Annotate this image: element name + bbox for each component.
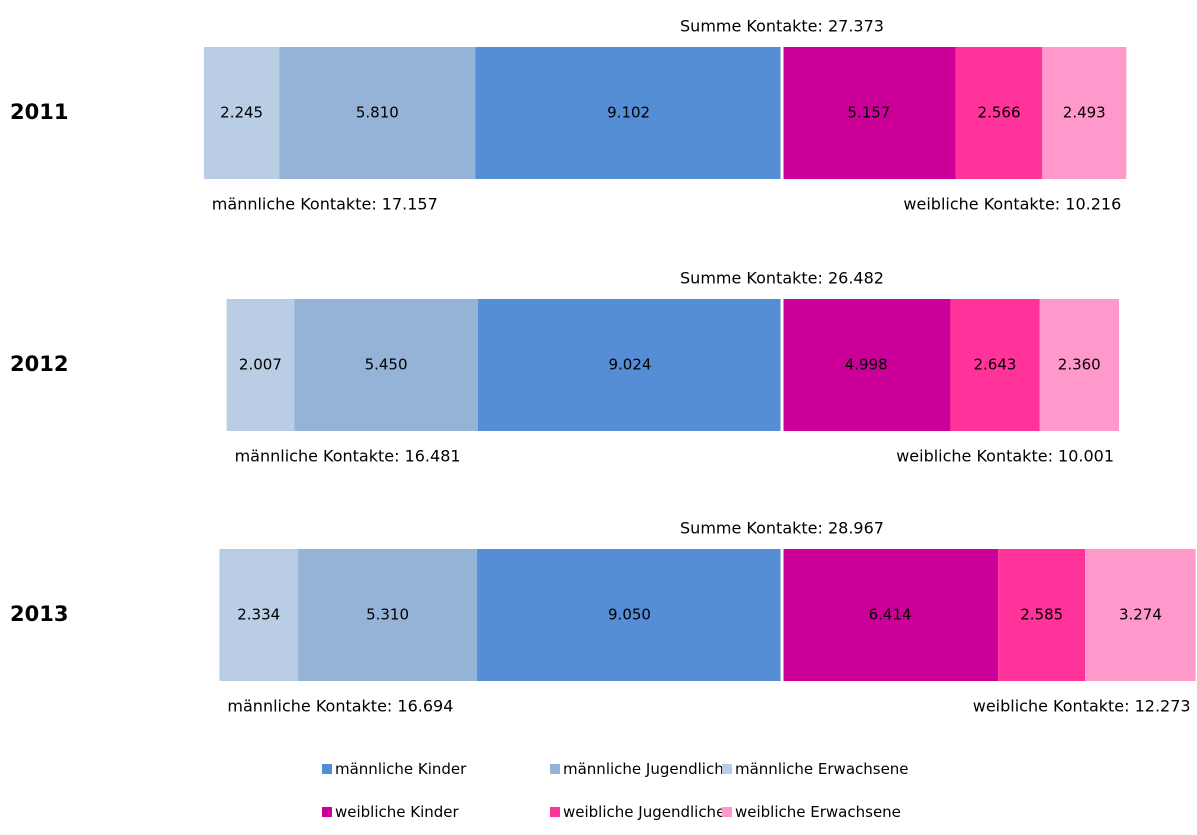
bar-segment xyxy=(782,299,951,431)
male-total-label: männliche Kontakte: 16.694 xyxy=(227,697,453,716)
bar-segment xyxy=(782,47,956,179)
legend-label: weibliche Erwachsene xyxy=(735,803,901,821)
total-label: Summe Kontakte: 27.373 xyxy=(680,17,884,36)
female-total-label: weibliche Kontakte: 10.001 xyxy=(896,447,1114,466)
data-label: 5.450 xyxy=(365,356,408,374)
data-label: 5.810 xyxy=(356,104,399,122)
data-label: 5.310 xyxy=(366,606,409,624)
bar-segment xyxy=(226,299,295,431)
total-label: Summe Kontakte: 28.967 xyxy=(680,519,884,538)
bar-segment xyxy=(203,47,280,179)
bar-segment xyxy=(298,549,478,681)
bar-segment xyxy=(219,549,299,681)
data-label: 2.360 xyxy=(1058,356,1101,374)
male-total-label: männliche Kontakte: 16.481 xyxy=(235,447,461,466)
year-label: 2011 xyxy=(10,100,68,124)
legend-swatch xyxy=(550,764,560,774)
legend-swatch xyxy=(722,764,732,774)
data-label: 2.245 xyxy=(220,104,263,122)
bar-segment xyxy=(1039,299,1120,431)
legend-swatch xyxy=(722,807,732,817)
legend-item: männliche Kinder xyxy=(322,760,466,778)
female-total-label: weibliche Kontakte: 10.216 xyxy=(903,195,1121,214)
year-label: 2012 xyxy=(10,352,68,376)
data-label: 2.585 xyxy=(1020,606,1063,624)
data-label: 2.643 xyxy=(973,356,1016,374)
legend-swatch xyxy=(550,807,560,817)
total-label: Summe Kontakte: 26.482 xyxy=(680,269,884,288)
bar-segment xyxy=(294,299,478,431)
year-label: 2013 xyxy=(10,602,68,626)
data-label: 9.102 xyxy=(607,104,650,122)
bar-segment xyxy=(477,549,782,681)
data-label: 2.566 xyxy=(978,104,1021,122)
bar-segment xyxy=(475,47,782,179)
bar-segment xyxy=(477,299,782,431)
data-label: 2.493 xyxy=(1063,104,1106,122)
data-label: 2.007 xyxy=(239,356,282,374)
legend-label: weibliche Kinder xyxy=(335,803,459,821)
legend-item: männliche Erwachsene xyxy=(722,760,909,778)
bar-segment xyxy=(998,549,1086,681)
legend-swatch xyxy=(322,807,332,817)
data-label: 2.334 xyxy=(237,606,280,624)
bar-segment xyxy=(279,47,476,179)
stacked-bar-chart: 2.245 5.810 9.102 5.157 2.566 2.493 2011 Summe … xyxy=(10,17,1196,716)
bar-segment xyxy=(950,299,1040,431)
bar-segment xyxy=(782,549,999,681)
bar-segment xyxy=(1085,549,1196,681)
legend-label: männliche Kinder xyxy=(335,760,467,778)
legend-swatch xyxy=(322,764,332,774)
legend-label: männliche Erwachsene xyxy=(735,760,909,778)
data-label: 9.050 xyxy=(608,606,651,624)
legend-label: weibliche Jugendliche xyxy=(563,803,726,821)
legend-item: männliche Jugendliche xyxy=(550,760,733,778)
legend-item: weibliche Jugendliche xyxy=(550,803,725,821)
bar-segment xyxy=(1042,47,1127,179)
legend-item: weibliche Erwachsene xyxy=(722,803,901,821)
male-total-label: männliche Kontakte: 17.157 xyxy=(212,195,438,214)
data-label: 4.998 xyxy=(845,356,888,374)
bar-segment xyxy=(955,47,1043,179)
legend-label: männliche Jugendliche xyxy=(563,760,733,778)
data-label: 6.414 xyxy=(869,606,912,624)
legend-item: weibliche Kinder xyxy=(322,803,459,821)
data-label: 9.024 xyxy=(608,356,651,374)
data-label: 5.157 xyxy=(847,104,890,122)
female-total-label: weibliche Kontakte: 12.273 xyxy=(973,697,1191,716)
data-label: 3.274 xyxy=(1119,606,1162,624)
